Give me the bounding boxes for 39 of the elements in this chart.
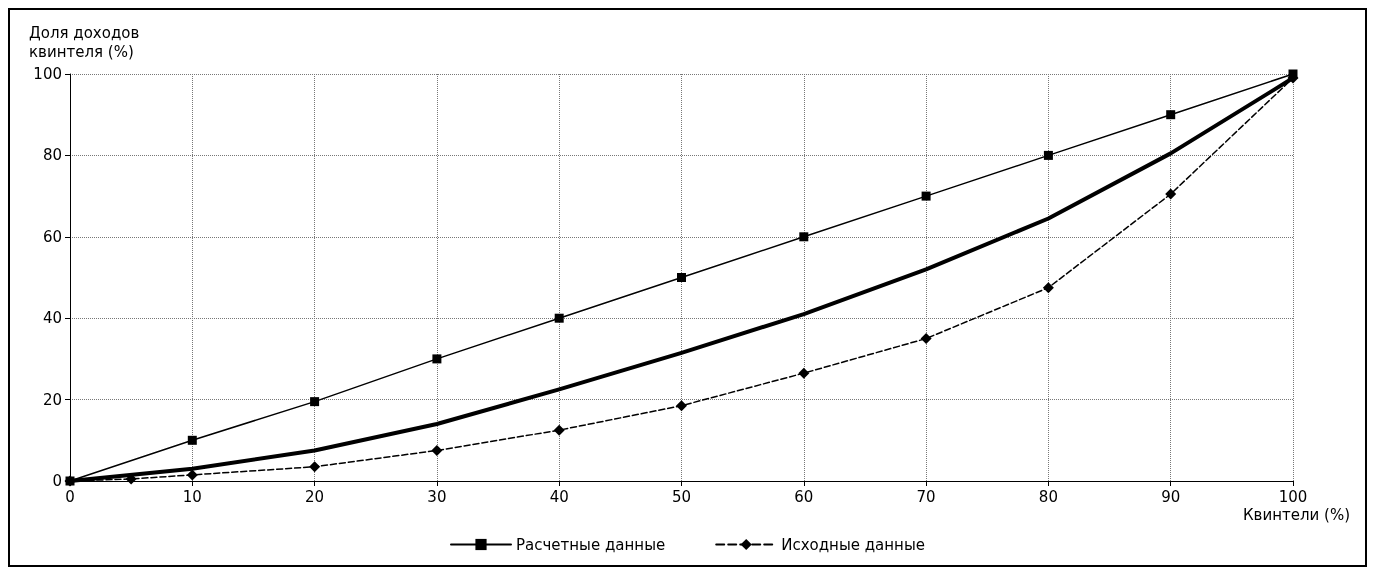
- x-tick-label: 40: [549, 487, 569, 506]
- point: [309, 461, 321, 473]
- x-tick-label: 70: [916, 487, 936, 506]
- point: [798, 367, 810, 379]
- y-tick-label: 100: [33, 65, 62, 83]
- legend-label: Исходные данные: [781, 535, 926, 554]
- point: [1165, 188, 1177, 200]
- point: [1042, 282, 1054, 294]
- y-tick-label: 20: [42, 390, 62, 409]
- x-tick-label: 30: [427, 487, 447, 506]
- point: [553, 424, 565, 436]
- point: [920, 333, 932, 345]
- point: [186, 469, 198, 481]
- x-tick-label: 80: [1038, 487, 1058, 506]
- x-tick-label: 0: [65, 487, 75, 506]
- x-tick-label: 20: [305, 487, 325, 506]
- x-tick-label: 90: [1161, 487, 1181, 506]
- y-tick-label: 0: [52, 472, 62, 490]
- point: [676, 400, 687, 412]
- y-tick-label: 40: [42, 309, 62, 328]
- x-tick-label: 50: [671, 487, 692, 506]
- x-tick-label: 60: [794, 487, 814, 506]
- point: [799, 232, 809, 242]
- x-tick-label: 100: [1278, 487, 1308, 506]
- point: [187, 435, 197, 445]
- point: [921, 191, 931, 201]
- y-axis-title: Доля доходов квинтеля (%): [29, 23, 140, 61]
- x-axis-title: Квинтели (%): [1242, 505, 1351, 524]
- point: [1043, 150, 1053, 160]
- y-tick-label: 80: [42, 146, 62, 165]
- point: [677, 273, 686, 282]
- point: [432, 354, 442, 364]
- point: [554, 313, 564, 323]
- x-tick-label: 10: [182, 487, 202, 506]
- point: [431, 444, 443, 456]
- legend-label: Расчетные данные: [516, 535, 666, 554]
- point: [1166, 110, 1176, 120]
- y-tick-label: 60: [42, 227, 62, 246]
- point: [310, 397, 320, 407]
